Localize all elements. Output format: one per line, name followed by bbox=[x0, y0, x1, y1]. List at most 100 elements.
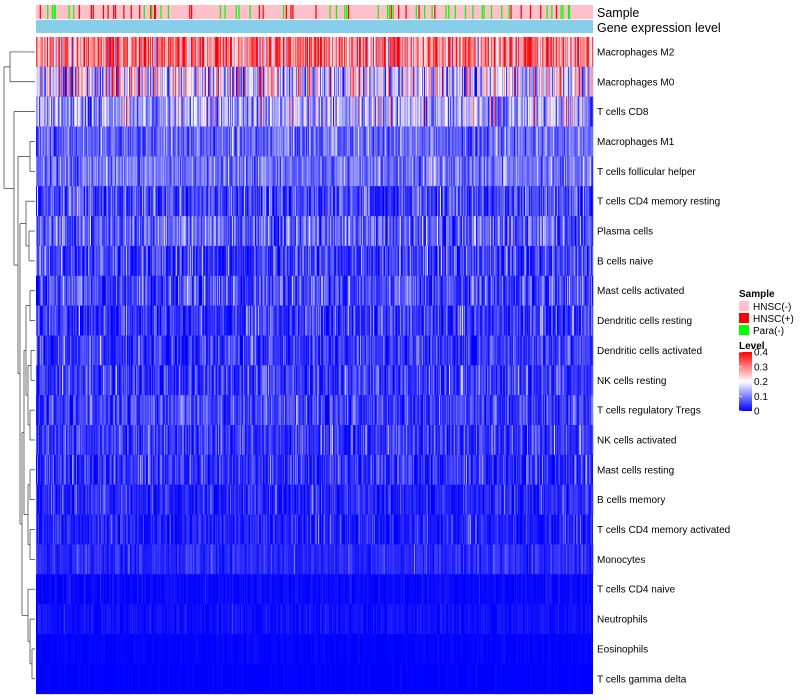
heatmap-cell bbox=[299, 66, 301, 98]
heatmap-cell bbox=[480, 156, 482, 187]
heatmap-cell bbox=[136, 156, 138, 187]
heatmap-cell bbox=[422, 126, 424, 157]
heatmap-cell bbox=[395, 186, 397, 217]
heatmap-cell bbox=[424, 275, 426, 307]
heatmap-cell bbox=[431, 156, 433, 187]
heatmap-cell bbox=[313, 66, 315, 98]
heatmap-cell bbox=[418, 186, 420, 217]
heatmap-cell bbox=[45, 216, 47, 247]
heatmap-cell bbox=[478, 186, 480, 217]
heatmap-cell bbox=[251, 37, 253, 68]
heatmap-cell bbox=[397, 186, 399, 217]
heatmap-cell bbox=[57, 37, 59, 68]
heatmap-cell bbox=[369, 156, 371, 187]
heatmap-cell bbox=[49, 156, 51, 187]
heatmap-cell bbox=[428, 245, 430, 277]
heatmap-cell bbox=[112, 66, 114, 98]
heatmap-cell bbox=[452, 66, 454, 98]
heatmap-cell bbox=[404, 126, 406, 157]
heatmap-cell bbox=[424, 37, 426, 68]
heatmap-cell bbox=[160, 245, 162, 277]
heatmap-cell bbox=[259, 156, 261, 187]
heatmap-cell bbox=[215, 186, 217, 217]
heatmap-cell bbox=[363, 245, 365, 277]
heatmap-cell bbox=[584, 66, 586, 98]
heatmap-cell bbox=[457, 156, 459, 187]
heatmap-cell bbox=[141, 156, 144, 187]
heatmap-cell bbox=[101, 245, 104, 277]
heatmap-cell bbox=[181, 216, 183, 247]
heatmap-cell bbox=[528, 126, 530, 157]
heatmap-cell bbox=[52, 186, 54, 217]
heatmap-cell bbox=[202, 96, 204, 127]
heatmap-cell bbox=[363, 216, 365, 247]
heatmap-cell bbox=[414, 186, 416, 217]
heatmap-cell bbox=[217, 216, 220, 247]
heatmap-cell bbox=[134, 96, 136, 127]
heatmap-cell bbox=[386, 96, 389, 127]
heatmap-cell bbox=[261, 275, 263, 307]
heatmap-cell bbox=[162, 66, 164, 98]
heatmap-cell bbox=[448, 245, 450, 277]
heatmap-cell bbox=[471, 156, 473, 187]
heatmap-cell bbox=[187, 37, 189, 68]
heatmap-cell bbox=[332, 186, 334, 217]
heatmap-cell bbox=[505, 186, 507, 217]
heatmap-cell bbox=[102, 96, 105, 127]
heatmap-cell bbox=[580, 216, 582, 247]
heatmap-cell bbox=[403, 96, 405, 127]
heatmap-cell bbox=[279, 186, 281, 217]
heatmap-cell bbox=[361, 37, 364, 68]
heatmap-cell bbox=[358, 156, 360, 187]
heatmap-cell bbox=[582, 66, 584, 98]
heatmap-cell bbox=[66, 275, 68, 307]
heatmap-cell bbox=[248, 66, 250, 98]
heatmap-cell bbox=[152, 245, 155, 277]
heatmap-cell bbox=[269, 245, 272, 277]
heatmap-cell bbox=[391, 126, 393, 157]
heatmap-cell bbox=[380, 37, 382, 68]
heatmap-cell bbox=[507, 216, 509, 247]
heatmap-cell bbox=[507, 37, 509, 68]
heatmap-cell bbox=[71, 275, 73, 307]
heatmap-cell bbox=[412, 66, 415, 98]
heatmap-cell bbox=[121, 37, 123, 68]
heatmap-cell bbox=[49, 66, 51, 98]
heatmap-cell bbox=[446, 96, 448, 127]
heatmap-cell bbox=[140, 216, 143, 247]
heatmap-cell bbox=[453, 186, 455, 217]
heatmap-cell bbox=[327, 275, 329, 307]
heatmap-cell bbox=[459, 126, 461, 157]
heatmap-cell bbox=[192, 275, 195, 307]
heatmap-cell bbox=[225, 37, 227, 68]
heatmap-cell bbox=[454, 96, 456, 127]
heatmap-cell bbox=[515, 126, 518, 157]
heatmap-cell bbox=[271, 186, 273, 217]
heatmap-cell bbox=[326, 156, 328, 187]
heatmap-cell bbox=[52, 96, 54, 127]
heatmap-cell bbox=[482, 216, 484, 247]
heatmap-cell bbox=[290, 156, 292, 187]
heatmap-cell bbox=[584, 245, 586, 277]
heatmap-cell bbox=[241, 156, 243, 187]
heatmap-cell bbox=[506, 66, 508, 98]
heatmap-cell bbox=[508, 37, 510, 68]
heatmap-cell bbox=[520, 216, 522, 247]
heatmap-cell bbox=[428, 216, 430, 247]
heatmap-cell bbox=[396, 186, 398, 217]
heatmap-cell bbox=[93, 156, 95, 187]
heatmap-cell bbox=[427, 96, 429, 127]
heatmap-cell bbox=[140, 245, 143, 277]
heatmap-cell bbox=[49, 186, 52, 217]
heatmap-cell bbox=[86, 156, 88, 187]
heatmap-cell bbox=[216, 126, 218, 157]
heatmap-cell bbox=[359, 156, 361, 187]
heatmap-cell bbox=[171, 245, 173, 277]
heatmap-cell bbox=[89, 245, 92, 277]
heatmap-cell bbox=[50, 275, 53, 307]
heatmap-cell bbox=[128, 245, 131, 277]
heatmap-cell bbox=[413, 96, 416, 127]
heatmap-cell bbox=[98, 96, 100, 127]
heatmap-cell bbox=[332, 156, 334, 187]
heatmap-cell bbox=[295, 156, 297, 187]
